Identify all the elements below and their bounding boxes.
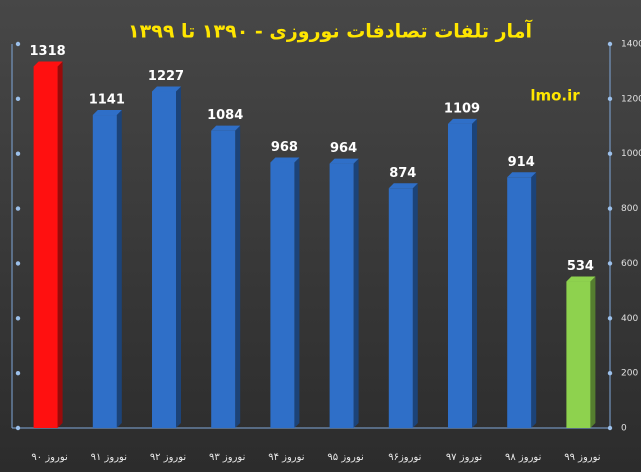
left-tick (15, 96, 21, 102)
y-tick-label: 1000 (621, 149, 641, 159)
x-tick-label: نوروز ۹۹ (564, 452, 600, 463)
bar-top (211, 125, 241, 131)
y-tick (607, 96, 613, 102)
value-label: 1141 (89, 93, 125, 108)
x-tick-label: نوروز ۹۴ (268, 452, 304, 463)
left-tick (15, 425, 21, 431)
y-tick-label: 0 (621, 424, 627, 434)
bar-side (235, 125, 241, 428)
value-label: 1084 (207, 108, 243, 123)
value-label: 534 (567, 259, 594, 274)
bar-top (507, 172, 537, 178)
left-tick (15, 206, 21, 211)
bar (270, 162, 295, 428)
bar-side (353, 158, 359, 429)
y-tick (607, 151, 613, 156)
bar-side (176, 86, 181, 429)
x-tick-label: نوروز ۹۰ (31, 452, 67, 463)
bar-top (270, 157, 300, 163)
bar-side (412, 183, 418, 428)
bar-top (152, 86, 181, 92)
watermark: lmo.ir (530, 87, 580, 105)
y-tick (607, 206, 613, 211)
left-tick (15, 41, 21, 47)
bar-top (388, 183, 418, 189)
bar-top (566, 276, 596, 282)
value-label: 964 (330, 141, 357, 156)
left-tick (15, 261, 21, 266)
bar-top (448, 118, 477, 124)
left-tick (15, 316, 21, 321)
y-tick (607, 261, 613, 266)
y-tick-label: 1200 (621, 94, 641, 104)
left-tick (15, 151, 21, 156)
x-tick-label: نوروز ۹۳ (209, 452, 245, 463)
x-tick-label: نوروز ۹۵ (327, 452, 363, 463)
bar (507, 177, 532, 428)
y-tick (607, 425, 613, 431)
bar-top (329, 158, 359, 164)
x-tick-label: نوروز ۹۷ (446, 452, 482, 463)
value-label: 874 (389, 166, 416, 181)
value-label: 1227 (148, 69, 184, 84)
y-tick (607, 41, 613, 47)
y-tick-label: 400 (621, 314, 638, 324)
bar (33, 66, 58, 429)
bar (211, 130, 236, 428)
y-tick-label: 800 (621, 204, 638, 214)
x-tick-label: نوروز ۹۸ (505, 452, 541, 463)
bar-top (33, 61, 63, 67)
value-label: 1318 (30, 44, 66, 59)
bar (329, 163, 354, 429)
y-tick-label: 200 (621, 369, 638, 379)
bar (388, 188, 413, 428)
value-label: 968 (271, 140, 298, 155)
value-label: 1109 (444, 101, 480, 116)
bar-top (92, 110, 122, 116)
bar (92, 115, 117, 428)
bar-side (294, 157, 300, 428)
x-tick-label: نوروز ۹۱ (91, 452, 127, 463)
bar-side (590, 276, 596, 428)
y-tick-label: 1400 (621, 40, 641, 50)
y-tick-label: 600 (621, 259, 638, 269)
x-tick-label: نوروز۹۶ (388, 452, 421, 463)
bar-side (472, 118, 477, 429)
x-tick-label: نوروز ۹۲ (150, 452, 186, 463)
bar-side (531, 172, 537, 428)
bar-side (116, 110, 122, 428)
bar-side (57, 61, 63, 429)
bar (448, 123, 472, 429)
value-label: 914 (508, 155, 535, 170)
bar (152, 91, 176, 429)
left-tick (15, 370, 21, 376)
y-tick (607, 370, 613, 376)
bar (566, 281, 591, 428)
y-tick (607, 316, 613, 321)
chart-title: آمار تلفات تصادفات نوروزی - ۱۳۹۰ تا ۱۳۹۹ (128, 19, 532, 43)
